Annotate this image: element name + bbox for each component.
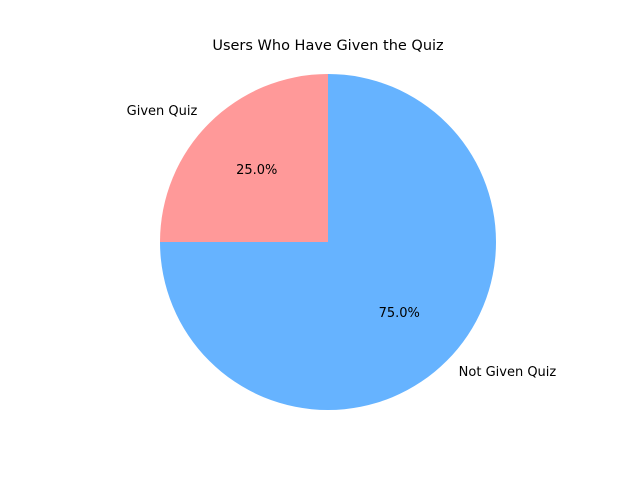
- slice-percent-not-given-quiz: 75.0%: [379, 306, 420, 321]
- slice-label-not-given-quiz: Not Given Quiz: [459, 365, 557, 380]
- pie-labels: Given Quiz 25.0% Not Given Quiz 75.0%: [127, 104, 557, 380]
- pie-slices: [160, 74, 496, 410]
- pie-slice-not-given-quiz: [160, 74, 496, 410]
- chart-title: Users Who Have Given the Quiz: [212, 38, 443, 54]
- pie-slice-given-quiz: [160, 74, 328, 242]
- slice-label-given-quiz: Given Quiz: [127, 104, 198, 119]
- slice-percent-given-quiz: 25.0%: [236, 163, 277, 178]
